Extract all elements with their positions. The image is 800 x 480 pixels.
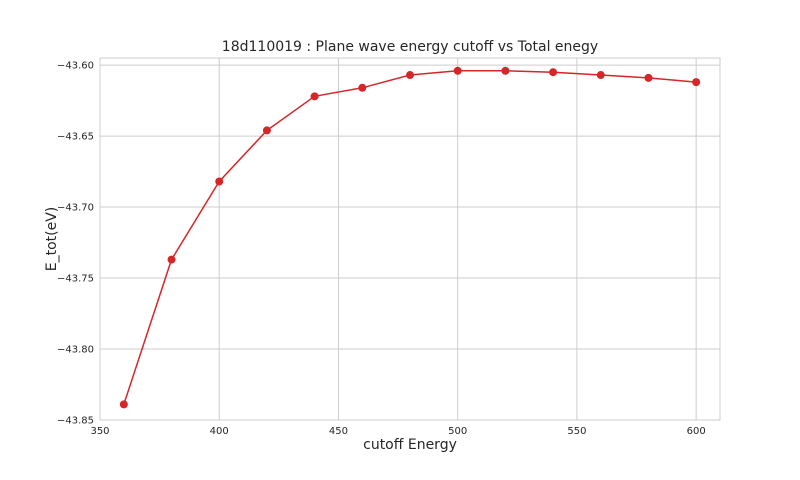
y-tick-label: −43.75 xyxy=(57,274,94,285)
data-point xyxy=(406,71,414,80)
plot-area xyxy=(99,57,721,421)
data-point xyxy=(596,71,605,80)
data-point xyxy=(549,68,558,77)
data-point xyxy=(501,66,510,75)
x-tick-label: 550 xyxy=(567,426,586,437)
x-tick-label: 400 xyxy=(210,426,229,437)
x-axis-label: cutoff Energy xyxy=(363,437,457,453)
data-point xyxy=(692,78,701,87)
data-point xyxy=(215,177,224,186)
y-tick-label: −43.70 xyxy=(57,203,94,214)
y-axis-label: E_tot(eV) xyxy=(44,207,60,272)
y-tick-label: −43.65 xyxy=(57,132,94,143)
data-point xyxy=(310,92,319,101)
x-tick-label: 350 xyxy=(90,426,109,437)
x-tick-label: 600 xyxy=(687,426,706,437)
y-tick-label: −43.60 xyxy=(57,61,94,72)
grid xyxy=(99,58,720,421)
data-point xyxy=(644,73,653,82)
y-tick-label: −43.85 xyxy=(57,416,94,427)
data-point xyxy=(262,126,271,135)
data-point xyxy=(358,83,367,92)
series-group xyxy=(119,66,701,409)
x-tick-label: 500 xyxy=(448,426,467,437)
data-point xyxy=(453,66,462,75)
data-point xyxy=(119,400,128,409)
y-tick-label: −43.80 xyxy=(57,345,94,356)
x-tick-label: 450 xyxy=(329,426,348,437)
y-ticks: −43.85 −43.80 −43.75 −43.70 −43.65 −43.60 xyxy=(57,61,94,427)
chart-title: 18d110019 : Plane wave energy cutoff vs … xyxy=(222,39,598,55)
x-ticks: 350 400 450 500 550 600 xyxy=(90,426,705,437)
data-point xyxy=(167,255,176,264)
